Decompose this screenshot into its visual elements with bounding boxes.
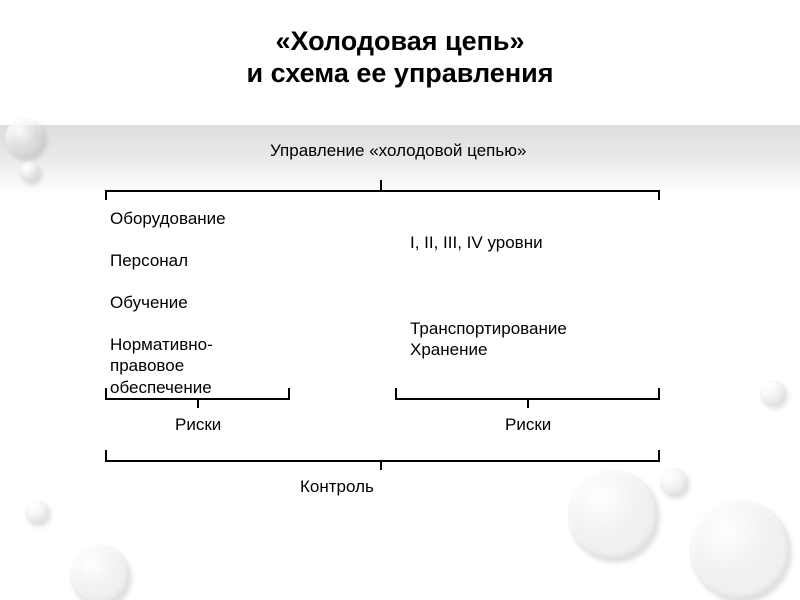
risk-left: Риски [175, 414, 230, 435]
left-item: Нормативно-правовое обеспечение [110, 334, 270, 398]
water-drop [660, 468, 688, 496]
water-drop [25, 500, 49, 524]
right-item: I, II, III, IV уровни [410, 232, 580, 253]
slide: «Холодовая цепь» и схема ее управления У… [0, 0, 800, 600]
page-title: «Холодовая цепь» и схема ее управления [0, 25, 800, 90]
left-item: Персонал [110, 250, 188, 271]
root-label: Управление «холодовой цепью» [270, 140, 530, 161]
right-item: Транспортирование Хранение [410, 318, 600, 361]
water-drop [5, 118, 45, 158]
risks-bracket [105, 460, 660, 472]
left-bracket [105, 398, 290, 410]
control-label: Контроль [300, 476, 380, 497]
water-drop [690, 500, 790, 600]
water-drop [20, 162, 40, 182]
risk-right: Риски [505, 414, 560, 435]
right-bracket [395, 398, 660, 410]
left-item: Оборудование [110, 208, 226, 229]
title-line-2: и схема ее управления [0, 57, 800, 89]
water-drop [568, 470, 658, 560]
title-line-1: «Холодовая цепь» [0, 25, 800, 57]
water-drop [70, 545, 130, 600]
root-bracket [105, 190, 660, 202]
left-item: Обучение [110, 292, 188, 313]
water-drop [760, 380, 786, 406]
